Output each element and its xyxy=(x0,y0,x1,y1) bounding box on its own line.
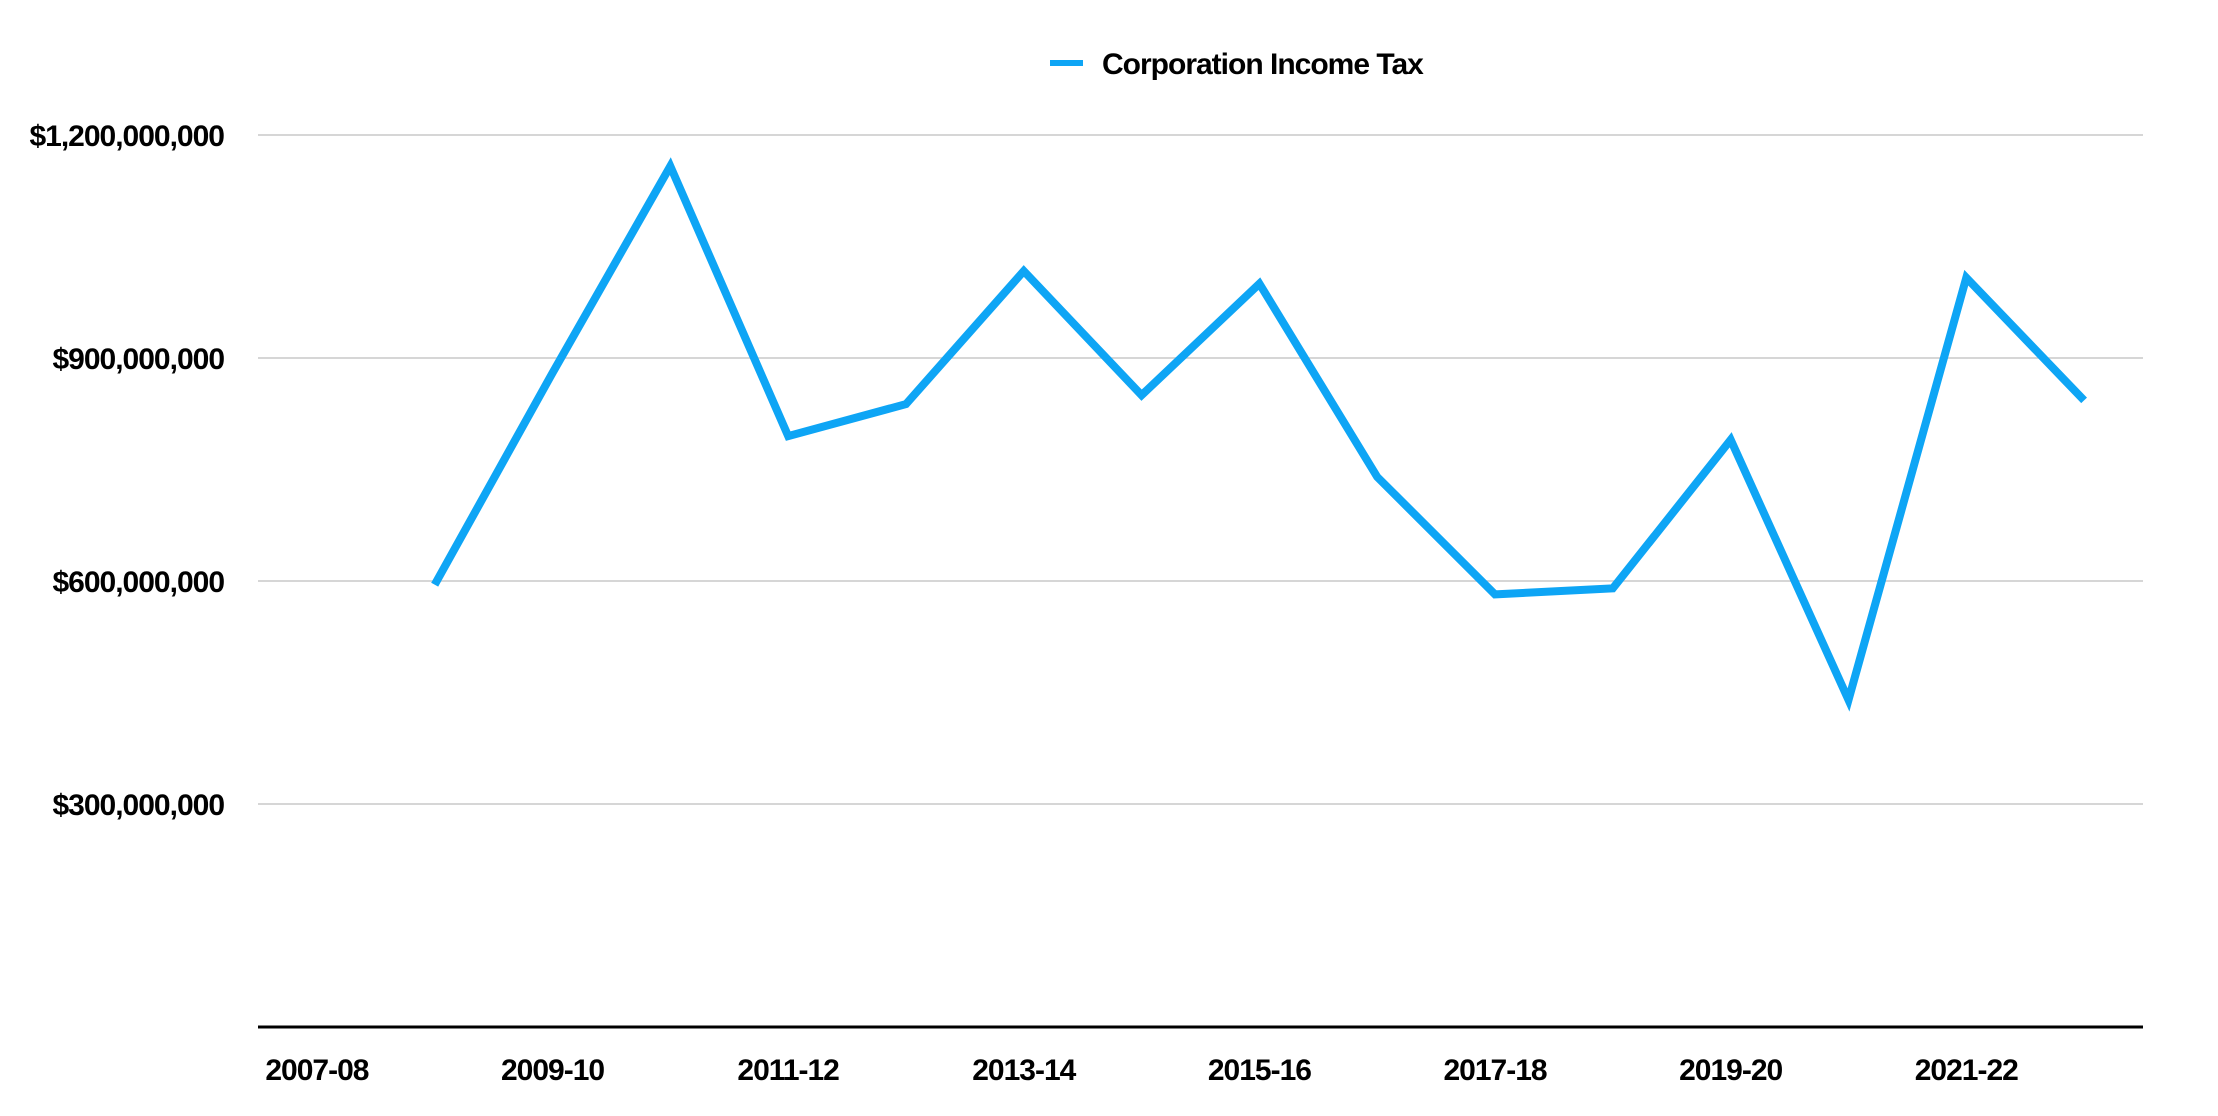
x-tick-label: 2015-16 xyxy=(1208,1054,1311,1087)
x-tick-label: 2021-22 xyxy=(1915,1054,2018,1087)
y-axis-tick-labels: $300,000,000 $600,000,000 $900,000,000 $1,2… xyxy=(29,120,225,822)
y-tick-label: $1,200,000,000 xyxy=(29,120,224,153)
x-axis-tick-labels: 2007-08 2009-10 2011-12 2013-14 2015-16 2017-… xyxy=(265,1054,2019,1087)
x-tick-label: 2013-14 xyxy=(972,1054,1076,1087)
x-tick-label: 2011-12 xyxy=(737,1054,839,1087)
x-tick-label: 2007-08 xyxy=(265,1054,368,1087)
x-tick-label: 2017-18 xyxy=(1443,1054,1546,1087)
legend-label: Corporation Income Tax xyxy=(1102,48,1424,81)
y-tick-label: $900,000,000 xyxy=(52,343,224,376)
y-tick-label: $300,000,000 xyxy=(52,789,224,822)
legend: Corporation Income Tax xyxy=(1050,48,1425,81)
series-line xyxy=(431,157,2087,712)
y-tick-label: $600,000,000 xyxy=(52,566,224,599)
gridlines xyxy=(258,134,2143,805)
x-tick-label: 2009-10 xyxy=(501,1054,604,1087)
series-group xyxy=(431,157,2087,712)
x-tick-label: 2019-20 xyxy=(1679,1054,1782,1087)
